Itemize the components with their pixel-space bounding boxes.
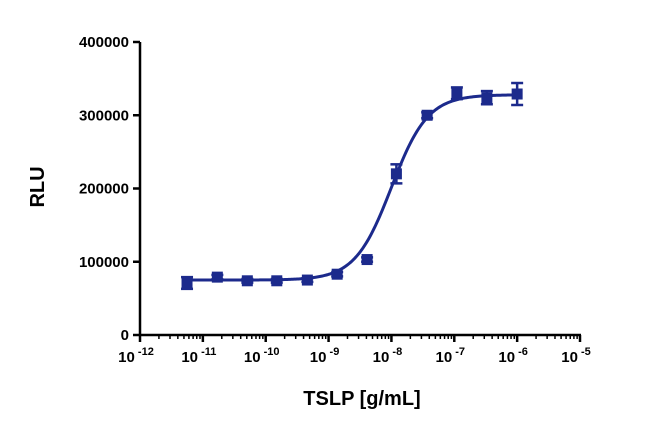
square-marker xyxy=(511,88,523,100)
data-point xyxy=(241,275,254,287)
x-tick-label: 10 -7 xyxy=(436,346,466,366)
data-point xyxy=(390,163,403,185)
y-axis-title: RLU xyxy=(27,166,49,207)
x-tick-label: 10 -9 xyxy=(310,346,340,366)
y-tick-label: 400000 xyxy=(79,34,129,51)
square-marker xyxy=(181,277,193,289)
y-tick-label: 100000 xyxy=(79,254,129,271)
x-tick-label: 10 -8 xyxy=(373,346,403,366)
square-marker xyxy=(390,168,402,180)
square-marker xyxy=(211,271,223,283)
x-tick-label: 10 -5 xyxy=(561,346,591,366)
x-tick-label: 10 -6 xyxy=(498,346,528,366)
square-marker xyxy=(271,275,283,287)
y-axis: 0 100000 200000 300000 400000 xyxy=(79,34,142,344)
square-marker xyxy=(481,92,493,104)
fit-curve-layer xyxy=(187,93,518,282)
square-marker xyxy=(361,254,373,266)
data-point xyxy=(331,268,344,280)
data-point xyxy=(211,271,224,283)
data-point xyxy=(480,89,493,106)
y-tick-label: 300000 xyxy=(79,107,129,124)
square-marker xyxy=(421,109,433,121)
square-marker xyxy=(331,268,343,280)
square-marker xyxy=(451,87,463,99)
x-tick-label: 10 -11 xyxy=(181,346,216,366)
x-tick-label: 10 -10 xyxy=(244,346,280,366)
data-point xyxy=(361,254,374,266)
data-point xyxy=(270,275,283,287)
x-axis-title: TSLP [g/mL] xyxy=(303,388,420,410)
y-tick-label: 200000 xyxy=(79,181,129,198)
data-point xyxy=(511,81,524,107)
y-tick-label: 0 xyxy=(121,327,129,344)
data-point xyxy=(301,274,314,286)
y-ticks: 0 100000 200000 300000 400000 xyxy=(79,34,140,344)
data-point xyxy=(450,86,463,101)
x-tick-label: 10 -12 xyxy=(118,346,154,366)
square-marker xyxy=(301,274,313,286)
x-axis: 10 -12 10 -11 10 -10 10 -9 10 -8 10 -7 10 -6 10… xyxy=(118,333,591,366)
data-points-layer xyxy=(181,81,524,291)
fit-curve xyxy=(187,93,518,282)
data-point xyxy=(181,275,194,291)
square-marker xyxy=(241,275,253,287)
data-point xyxy=(421,109,434,121)
x-ticks: 10 -12 10 -11 10 -10 10 -9 10 -8 10 -7 10 -6 10… xyxy=(118,335,591,366)
